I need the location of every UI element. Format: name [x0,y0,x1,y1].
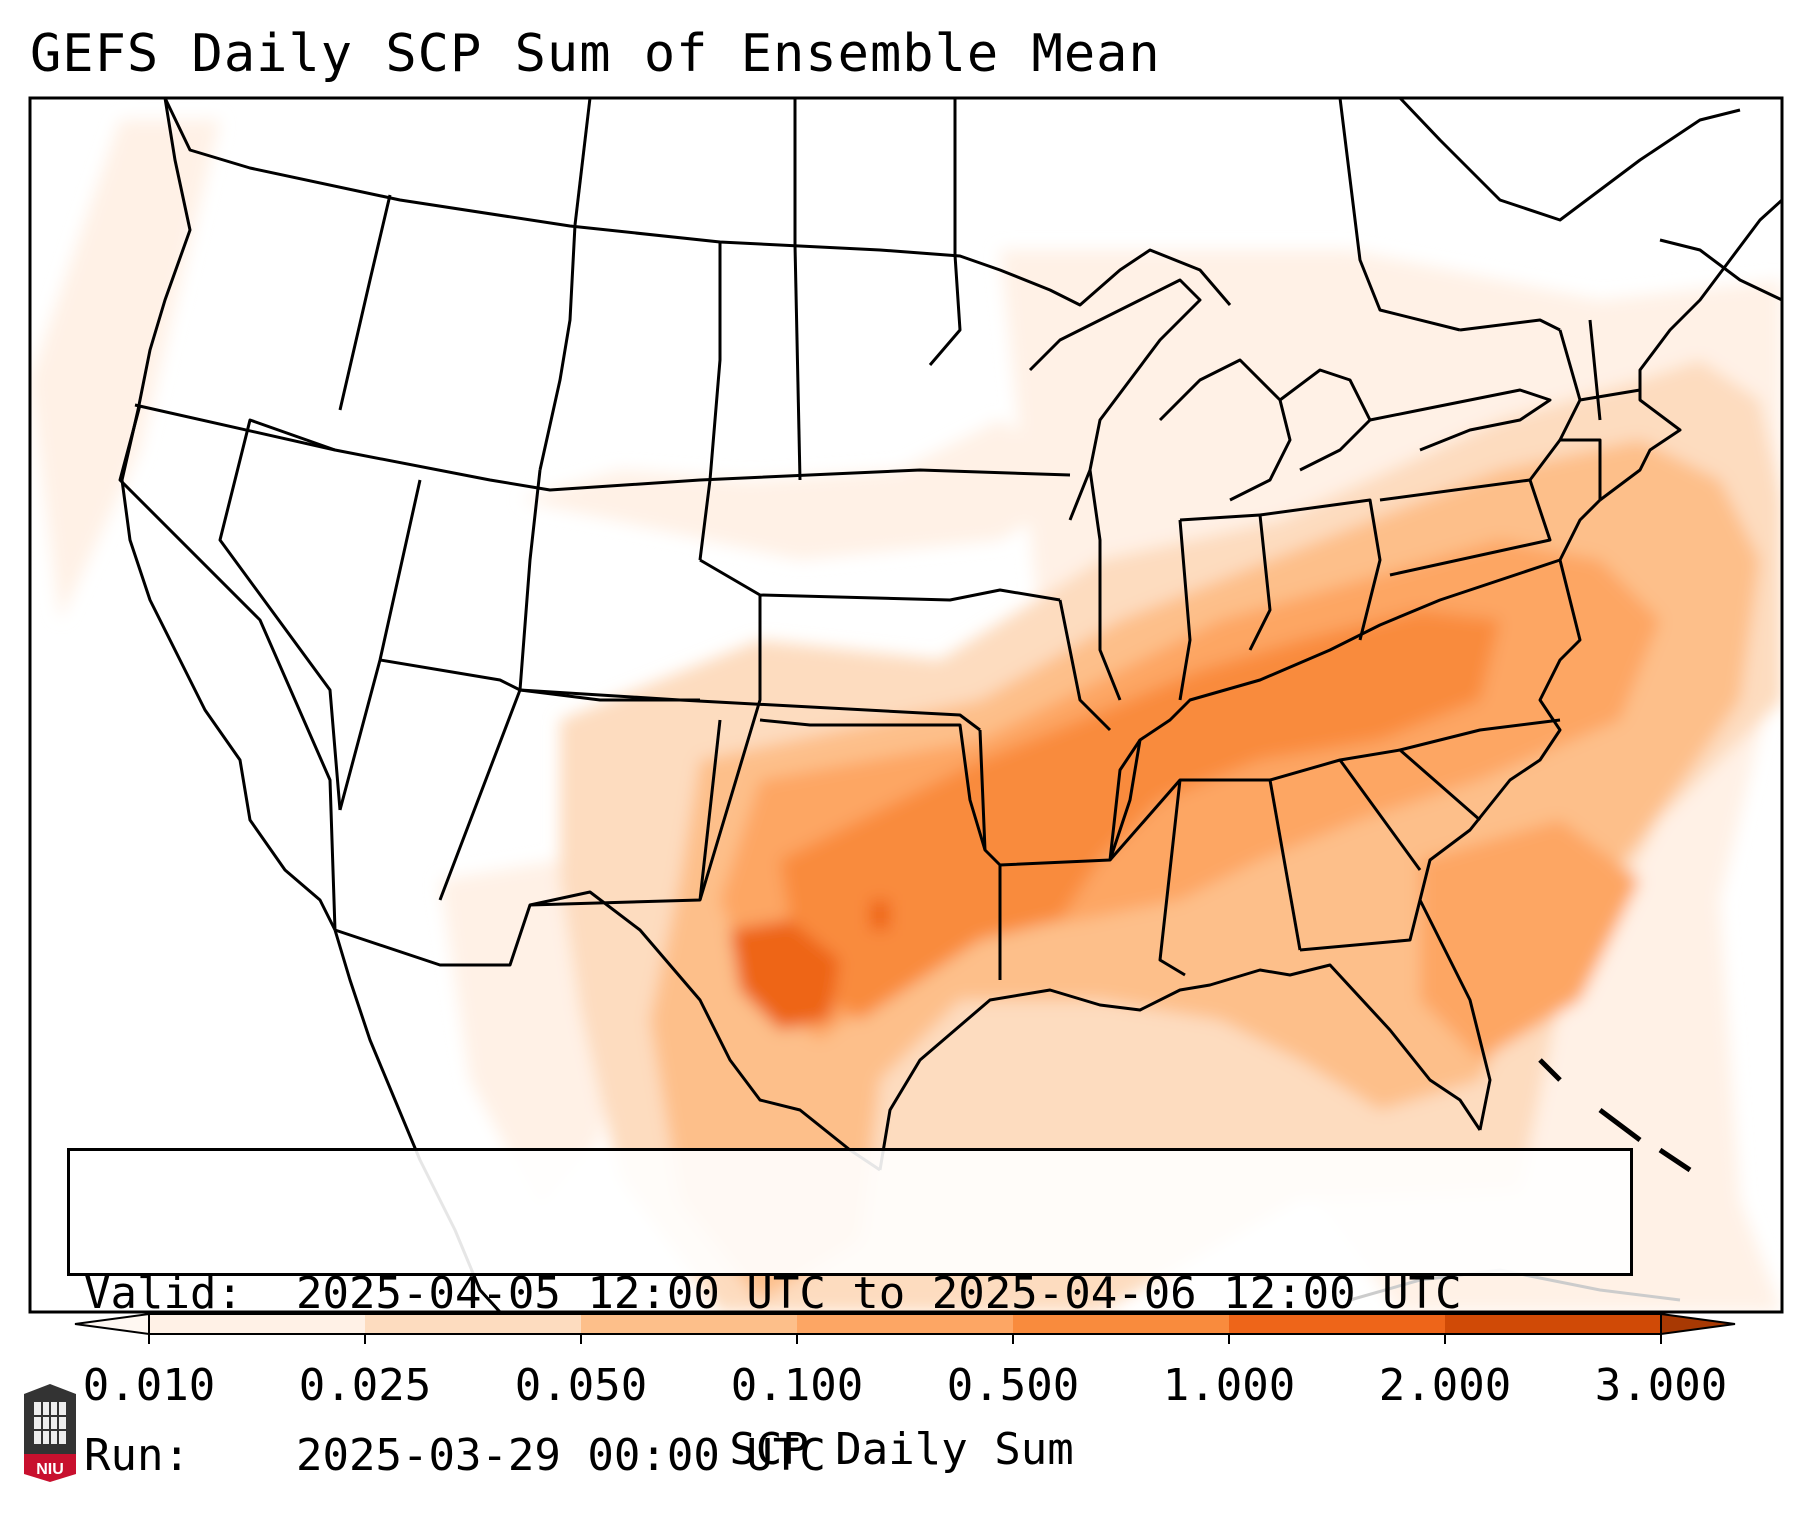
valid-label: Valid: [84,1268,243,1319]
map-boundaries [118,98,1782,1312]
niu-logo-text: NIU [36,1461,64,1478]
colorbar-tick-label: 2.000 [1378,1360,1512,1411]
niu-logo: NIU [24,1384,76,1482]
map-area: NIU [24,96,1784,1482]
run-value: 2025-03-29 00:00 UTC [296,1430,826,1481]
colorbar-tick-label: 0.010 [82,1360,216,1411]
colorbar-tick-label: 3.000 [1594,1360,1728,1411]
colorbar-tick-label: 0.025 [298,1360,432,1411]
page-title: GEFS Daily SCP Sum of Ensemble Mean [30,24,1161,84]
colorbar-tick-label: 0.050 [514,1360,648,1411]
colorbar-tick-label: 1.000 [1162,1360,1296,1411]
colorbar-tick-label: 0.500 [946,1360,1080,1411]
colorbar-label: SCP Daily Sum [729,1424,1074,1475]
valid-value: 2025-04-05 12:00 UTC to 2025-04-06 12:00… [296,1268,1462,1319]
colorbar [74,1312,1736,1344]
run-label: Run: [84,1430,190,1481]
map-border [28,96,1784,1314]
valid-run-info-box: Valid: 2025-04-05 12:00 UTC to 2025-04-06… [67,1148,1633,1481]
colorbar-tick-label: 0.100 [730,1360,864,1411]
